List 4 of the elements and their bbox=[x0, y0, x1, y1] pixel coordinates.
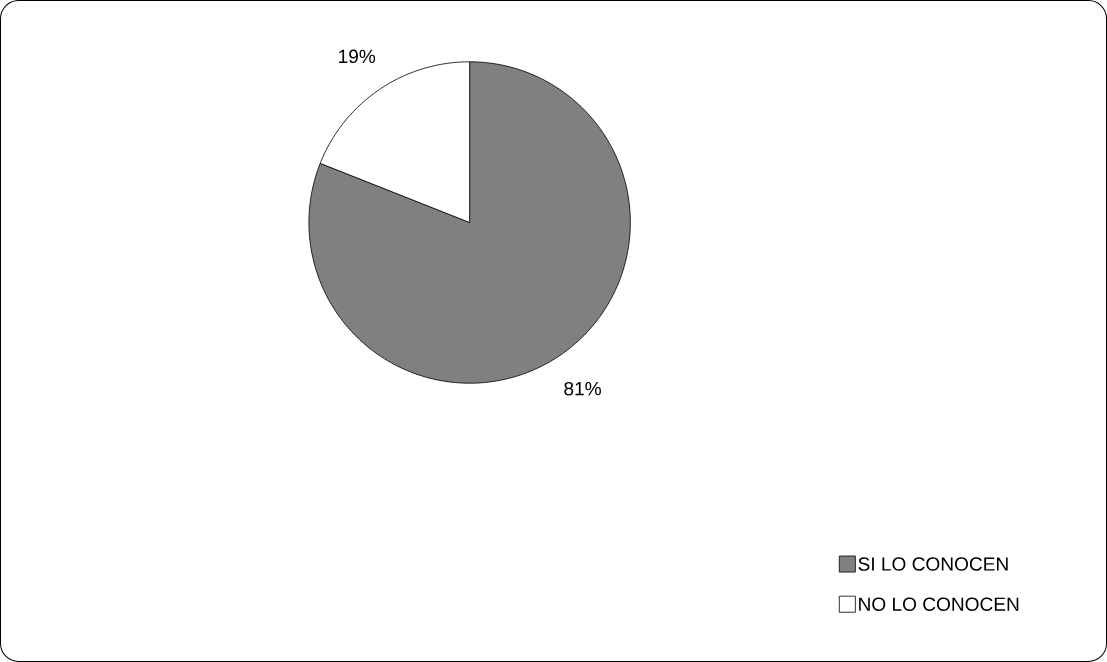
legend-label: NO LO CONOCEN bbox=[859, 597, 1019, 611]
data-label: 81% bbox=[564, 381, 601, 396]
data-label: 19% bbox=[339, 49, 376, 64]
legend-label: SI LO CONOCEN bbox=[858, 557, 1008, 571]
